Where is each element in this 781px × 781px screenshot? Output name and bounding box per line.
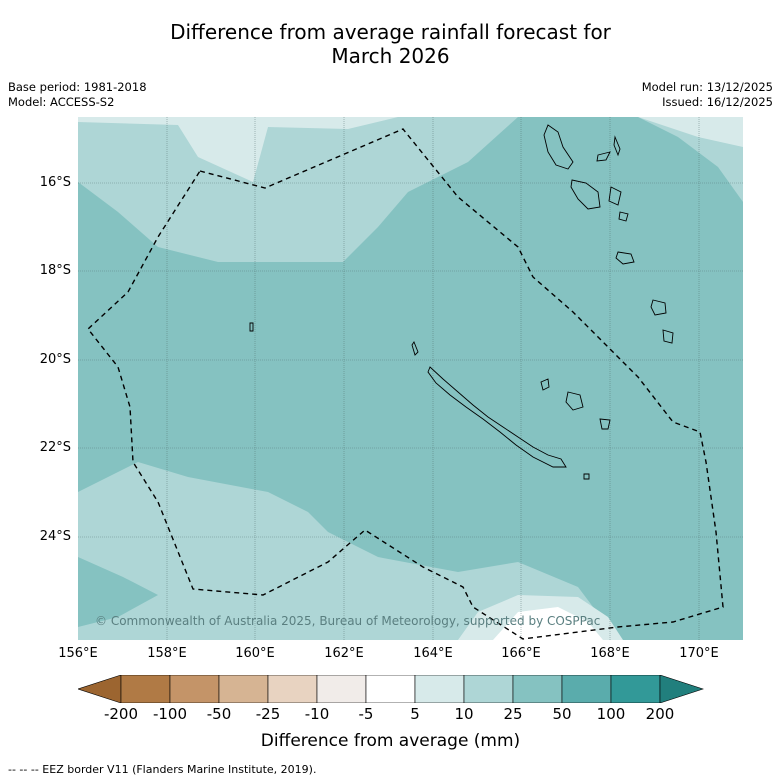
colorbar-tick: -200 bbox=[103, 705, 139, 723]
colorbar-tick: -100 bbox=[152, 705, 188, 723]
title-line-1: Difference from average rainfall forecas… bbox=[170, 20, 611, 44]
map-svg bbox=[78, 117, 743, 640]
belep-islands bbox=[411, 341, 419, 356]
small-island-west bbox=[249, 322, 254, 332]
colorbar-segment bbox=[316, 674, 367, 704]
colorbar-tick: 25 bbox=[503, 705, 523, 723]
new-caledonia bbox=[427, 366, 567, 468]
colorbar-tick: -25 bbox=[255, 705, 281, 723]
erromango bbox=[650, 299, 667, 316]
band-25-50-center bbox=[78, 117, 743, 640]
lat-label: 18°S bbox=[39, 263, 71, 278]
lifou bbox=[565, 391, 584, 411]
colorbar-tick: 10 bbox=[454, 705, 474, 723]
issued-date: Issued: 16/12/2025 bbox=[662, 95, 773, 109]
colorbar-extend-high bbox=[659, 674, 704, 704]
model-run: Model run: 13/12/2025 bbox=[641, 80, 773, 94]
eez-border bbox=[87, 128, 724, 640]
maewo bbox=[596, 151, 611, 162]
colorbar-tick: 50 bbox=[552, 705, 572, 723]
lat-label: 22°S bbox=[39, 440, 71, 455]
mare bbox=[599, 418, 611, 430]
epi bbox=[618, 211, 629, 222]
meta-left: Base period: 1981-2018 Model: ACCESS-S2 bbox=[8, 80, 147, 110]
colorbar bbox=[77, 674, 704, 704]
lon-label: 160°E bbox=[235, 646, 275, 661]
model-name: Model: ACCESS-S2 bbox=[8, 95, 115, 109]
eez-footnote: -- -- -- EEZ border V11 (Flanders Marine… bbox=[8, 763, 317, 776]
lon-label: 162°E bbox=[324, 646, 364, 661]
colorbar-segment bbox=[414, 674, 465, 704]
espiritu-santo bbox=[543, 124, 574, 170]
colorbar-segment bbox=[512, 674, 563, 704]
lon-label: 164°E bbox=[413, 646, 453, 661]
colorbar-segment bbox=[169, 674, 220, 704]
colorbar-tick: 5 bbox=[410, 705, 420, 723]
colorbar-title: Difference from average (mm) bbox=[260, 731, 521, 751]
lon-label: 158°E bbox=[147, 646, 187, 661]
tanna bbox=[662, 329, 674, 344]
colorbar-segment bbox=[561, 674, 612, 704]
colorbar-tick: -50 bbox=[206, 705, 232, 723]
efate bbox=[615, 251, 635, 265]
colorbar-tick: 200 bbox=[645, 705, 675, 723]
lon-label: 156°E bbox=[58, 646, 98, 661]
coastlines bbox=[249, 124, 674, 480]
chart-title: Difference from average rainfall forecas… bbox=[0, 20, 781, 68]
colorbar-segment bbox=[267, 674, 318, 704]
lon-label: 168°E bbox=[590, 646, 630, 661]
colorbar-extend-low bbox=[77, 674, 122, 704]
colorbar-tick: -10 bbox=[304, 705, 330, 723]
colorbar-segment bbox=[610, 674, 661, 704]
copyright-notice: © Commonwealth of Australia 2025, Bureau… bbox=[95, 614, 601, 628]
ouvea bbox=[540, 378, 550, 391]
map-panel bbox=[78, 117, 743, 640]
isle-of-pines bbox=[583, 473, 590, 480]
ambrym bbox=[608, 186, 622, 206]
colorbar-tick: 100 bbox=[596, 705, 626, 723]
title-line-2: March 2026 bbox=[331, 44, 450, 68]
pentecost bbox=[613, 135, 621, 157]
colorbar-tick: -5 bbox=[358, 705, 374, 723]
lon-label: 166°E bbox=[501, 646, 541, 661]
lat-label: 20°S bbox=[39, 352, 71, 367]
meta-right: Model run: 13/12/2025 Issued: 16/12/2025 bbox=[642, 80, 773, 110]
grid-lines bbox=[78, 117, 743, 640]
colorbar-segment bbox=[120, 674, 171, 704]
band-25-50-bottomleft bbox=[78, 557, 158, 627]
lat-label: 24°S bbox=[39, 529, 71, 544]
colorbar-segment bbox=[365, 674, 416, 704]
band-5-10-top bbox=[78, 117, 398, 182]
malekula bbox=[570, 179, 601, 210]
band-5-10-topright bbox=[638, 117, 743, 147]
colorbar-segment bbox=[463, 674, 514, 704]
lon-label: 170°E bbox=[679, 646, 719, 661]
colorbar-svg bbox=[77, 674, 704, 704]
base-period: Base period: 1981-2018 bbox=[8, 80, 147, 94]
lat-label: 16°S bbox=[39, 175, 71, 190]
colorbar-segment bbox=[218, 674, 269, 704]
